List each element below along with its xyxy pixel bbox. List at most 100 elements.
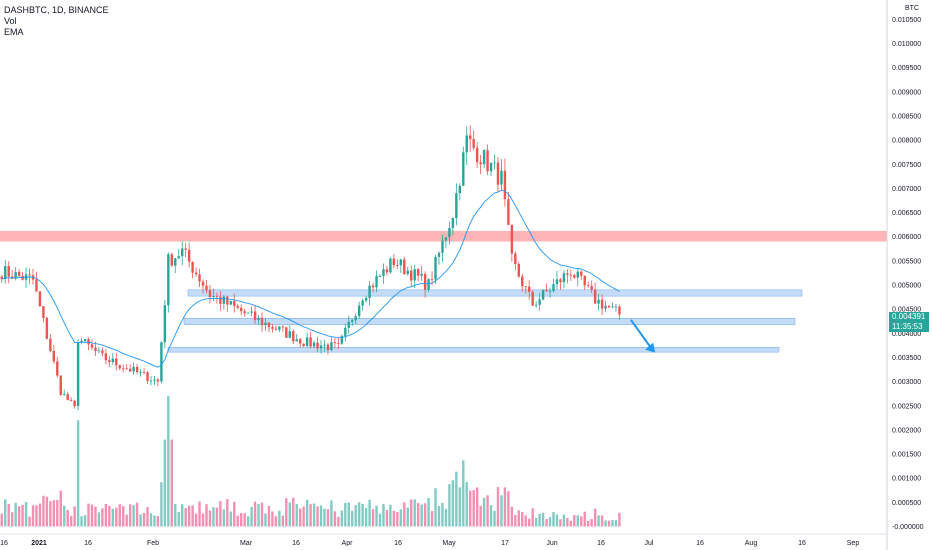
candle-body bbox=[455, 193, 458, 219]
candle-body bbox=[576, 271, 579, 278]
candle-body bbox=[413, 269, 416, 281]
candle-body bbox=[177, 256, 180, 259]
volume-bar bbox=[236, 515, 239, 527]
volume-bar bbox=[212, 507, 215, 527]
candle-body bbox=[302, 343, 305, 347]
bar-countdown: 11:35:53 bbox=[892, 322, 923, 331]
y-tick-label: 0.000500 bbox=[892, 500, 921, 507]
volume-bar bbox=[83, 515, 87, 527]
volume-bar bbox=[94, 506, 97, 527]
volume-bar bbox=[406, 507, 409, 527]
candle-body bbox=[194, 272, 198, 275]
candle-body bbox=[139, 371, 142, 373]
volume-bar bbox=[396, 512, 399, 527]
volume-bar bbox=[403, 502, 406, 527]
volume-bar bbox=[351, 510, 354, 527]
candle-body bbox=[184, 248, 187, 250]
candle-body bbox=[274, 328, 278, 330]
volume-bar bbox=[562, 514, 566, 527]
candle-body bbox=[552, 284, 555, 292]
y-tick-label: 0.003000 bbox=[892, 379, 921, 386]
volume-bar bbox=[337, 516, 340, 527]
volume-bar bbox=[132, 505, 135, 527]
volume-bar bbox=[181, 504, 184, 527]
candle-body bbox=[149, 380, 153, 382]
candle-body bbox=[201, 281, 205, 286]
volume-bar bbox=[153, 515, 156, 527]
x-tick-label: 16 bbox=[696, 540, 704, 547]
candle-body bbox=[510, 224, 514, 254]
current-price-badge: 0.004391 11:35:53 bbox=[889, 312, 929, 332]
candle-body bbox=[236, 305, 239, 308]
volume-bar bbox=[413, 499, 416, 527]
volume-bar bbox=[128, 504, 132, 527]
volume-bar bbox=[482, 497, 486, 527]
x-tick-label: 2021 bbox=[31, 540, 47, 547]
candle-body bbox=[475, 147, 479, 163]
candle-body bbox=[528, 286, 531, 292]
volume-bar bbox=[122, 506, 125, 527]
volume-bar bbox=[76, 420, 80, 527]
ema-line bbox=[1, 189, 620, 368]
volume-bar bbox=[208, 510, 212, 527]
y-tick-label: 0.010500 bbox=[892, 17, 921, 24]
volume-bar bbox=[503, 487, 507, 527]
volume-bar bbox=[191, 505, 194, 527]
candle-body bbox=[451, 218, 455, 228]
candle-body bbox=[618, 306, 621, 315]
y-tick-label: 0.010000 bbox=[892, 41, 921, 48]
volume-bar bbox=[184, 508, 187, 527]
volume-bar bbox=[385, 510, 389, 527]
y-tick-label: 0.008500 bbox=[892, 113, 921, 120]
candle-body bbox=[583, 275, 586, 286]
candle-body bbox=[212, 296, 215, 297]
candle-body bbox=[368, 285, 371, 298]
x-tick-label: Sep bbox=[847, 540, 860, 547]
candle-body bbox=[437, 252, 441, 257]
volume-bar bbox=[257, 504, 260, 527]
candle-body bbox=[444, 237, 448, 241]
candle-body bbox=[229, 300, 232, 305]
candle-body bbox=[378, 276, 382, 277]
volume-bar bbox=[142, 512, 146, 527]
candle-body bbox=[69, 399, 73, 401]
candle-body bbox=[531, 291, 534, 306]
volume-bar bbox=[552, 512, 555, 527]
volume-bar bbox=[604, 520, 607, 527]
candle-body bbox=[337, 343, 340, 344]
volume-bar bbox=[267, 505, 271, 527]
volume-bar bbox=[368, 499, 371, 527]
y-tick-label: 0.009000 bbox=[892, 89, 921, 96]
volume-bar bbox=[611, 519, 614, 527]
volume-bar bbox=[479, 505, 482, 527]
support-band bbox=[183, 318, 796, 325]
volume-bar bbox=[194, 513, 198, 527]
volume-bar bbox=[73, 506, 76, 527]
candle-body bbox=[146, 372, 149, 382]
x-tick-label: Apr bbox=[342, 540, 354, 547]
y-tick-label: 0.004000 bbox=[892, 331, 921, 338]
candle-body bbox=[198, 274, 201, 282]
candle-body bbox=[580, 271, 583, 276]
candle-body bbox=[500, 170, 503, 185]
candle-body bbox=[101, 350, 104, 354]
y-tick-label: 0.007000 bbox=[892, 186, 921, 193]
volume-bar bbox=[528, 518, 531, 527]
candle-body bbox=[90, 344, 94, 348]
candle-body bbox=[111, 358, 115, 363]
volume-bar bbox=[52, 500, 56, 527]
candle-body bbox=[555, 279, 559, 285]
y-tick-label: 0.009500 bbox=[892, 65, 921, 72]
volume-bar bbox=[274, 516, 278, 527]
volume-bar bbox=[378, 513, 382, 527]
candle-body bbox=[160, 342, 163, 382]
candle-body bbox=[333, 342, 337, 344]
volume-bar bbox=[45, 496, 49, 527]
candle-body bbox=[174, 258, 177, 266]
volume-bar bbox=[305, 499, 309, 527]
candle-body bbox=[267, 322, 271, 328]
candle-body bbox=[587, 285, 590, 286]
candle-body bbox=[257, 317, 260, 321]
arrow-shaft bbox=[630, 319, 654, 351]
